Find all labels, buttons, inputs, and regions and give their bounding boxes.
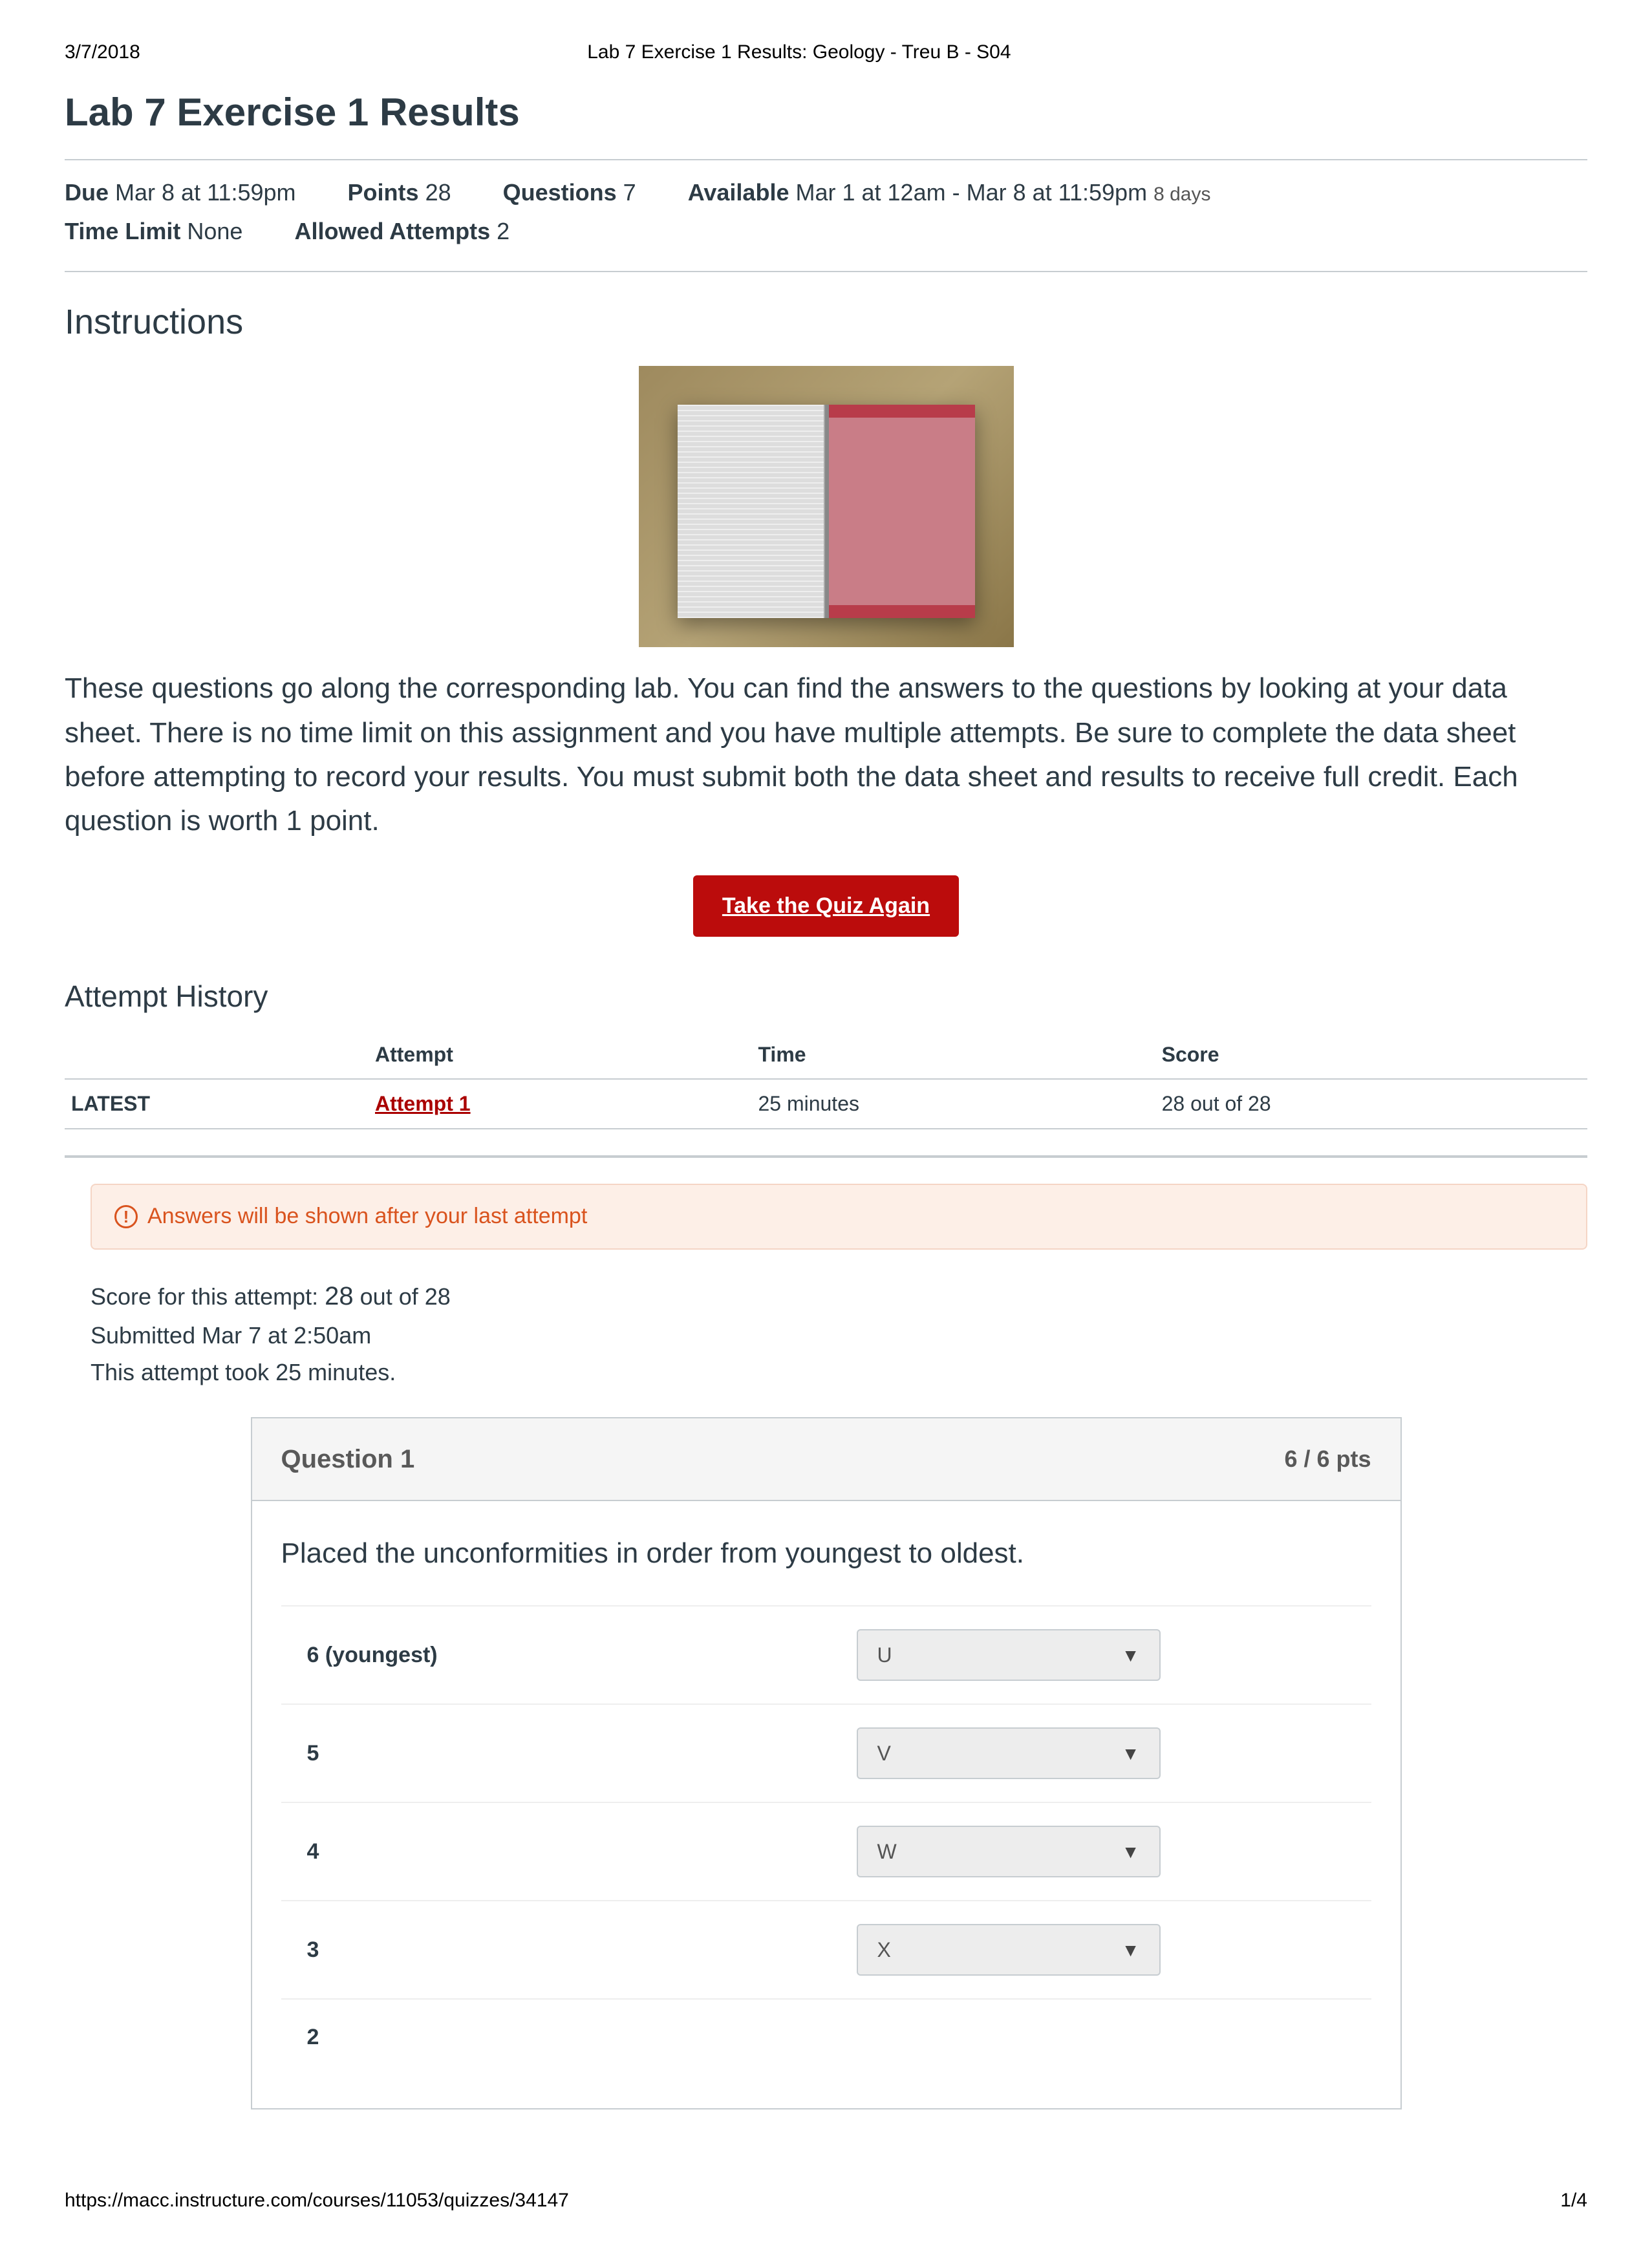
instructions-text: These questions go along the correspondi… xyxy=(65,667,1587,843)
score-block: Score for this attempt: 28 out of 28 Sub… xyxy=(91,1276,1587,1391)
attempt-history-heading: Attempt History xyxy=(65,976,1587,1017)
answer-row: 2 xyxy=(281,1998,1371,2076)
col-score: Score xyxy=(1155,1030,1587,1080)
question-header: Question 1 6 / 6 pts xyxy=(252,1418,1400,1501)
score-prefix: Score for this attempt: xyxy=(91,1283,325,1310)
answer-value: W xyxy=(877,1837,897,1866)
answer-label: 3 xyxy=(307,1935,857,1966)
answer-label: 6 (youngest) xyxy=(307,1640,857,1671)
questions-label: Questions xyxy=(503,179,617,206)
table-row: LATEST Attempt 1 25 minutes 28 out of 28 xyxy=(65,1079,1587,1129)
submitted-line: Submitted Mar 7 at 2:50am xyxy=(91,1317,1587,1354)
answer-select[interactable]: W ▼ xyxy=(857,1826,1161,1877)
attempt-time: 25 minutes xyxy=(751,1079,1155,1129)
question-title: Question 1 xyxy=(281,1441,415,1477)
instructions-heading: Instructions xyxy=(65,298,1587,347)
col-attempt: Attempt xyxy=(369,1030,751,1080)
timelimit-label: Time Limit xyxy=(65,218,180,244)
col-time: Time xyxy=(751,1030,1155,1080)
divider xyxy=(65,1155,1587,1158)
chevron-down-icon: ▼ xyxy=(1122,1741,1140,1766)
question-card: Question 1 6 / 6 pts Placed the unconfor… xyxy=(251,1417,1402,2109)
answer-label: 4 xyxy=(307,1837,857,1868)
attempt-history-table: Attempt Time Score LATEST Attempt 1 25 m… xyxy=(65,1030,1587,1130)
quiz-meta: Due Mar 8 at 11:59pm Points 28 Questions… xyxy=(65,160,1587,271)
print-title: Lab 7 Exercise 1 Results: Geology - Treu… xyxy=(140,39,1458,66)
answer-value: V xyxy=(877,1739,891,1768)
answer-select[interactable]: U ▼ xyxy=(857,1629,1161,1681)
chevron-down-icon: ▼ xyxy=(1122,1938,1140,1963)
allowed-value: 2 xyxy=(497,218,510,244)
answer-select[interactable]: V ▼ xyxy=(857,1727,1161,1779)
answer-label: 2 xyxy=(307,2022,857,2053)
alert-text: Answers will be shown after your last at… xyxy=(147,1201,587,1232)
points-label: Points xyxy=(348,179,419,206)
instructions-image xyxy=(639,366,1014,647)
footer-page: 1/4 xyxy=(1560,2187,1587,2214)
footer-url: https://macc.instructure.com/courses/110… xyxy=(65,2187,569,2214)
col-blank xyxy=(65,1030,369,1080)
due-label: Due xyxy=(65,179,109,206)
print-footer: https://macc.instructure.com/courses/110… xyxy=(65,2187,1587,2214)
questions-value: 7 xyxy=(623,179,636,206)
take-quiz-again-button[interactable]: Take the Quiz Again xyxy=(693,875,959,937)
available-label: Available xyxy=(688,179,789,206)
question-prompt: Placed the unconformities in order from … xyxy=(281,1533,1371,1574)
due-value: Mar 8 at 11:59pm xyxy=(115,179,295,206)
answer-row: 3 X ▼ xyxy=(281,1900,1371,1998)
info-icon: ! xyxy=(114,1205,138,1228)
answer-row: 4 W ▼ xyxy=(281,1802,1371,1900)
answers-alert: ! Answers will be shown after your last … xyxy=(91,1184,1587,1250)
answer-row: 5 V ▼ xyxy=(281,1703,1371,1802)
available-value: Mar 1 at 12am - Mar 8 at 11:59pm xyxy=(795,179,1147,206)
answer-label: 5 xyxy=(307,1738,857,1769)
question-body: Placed the unconformities in order from … xyxy=(252,1501,1400,2108)
chevron-down-icon: ▼ xyxy=(1122,1839,1140,1864)
duration-line: This attempt took 25 minutes. xyxy=(91,1354,1587,1391)
page-title: Lab 7 Exercise 1 Results xyxy=(65,85,1587,140)
answer-value: X xyxy=(877,1936,891,1965)
allowed-label: Allowed Attempts xyxy=(294,218,490,244)
answer-select[interactable]: X ▼ xyxy=(857,1924,1161,1976)
timelimit-value: None xyxy=(187,218,242,244)
print-date: 3/7/2018 xyxy=(65,39,140,66)
score-suffix: out of 28 xyxy=(354,1283,451,1310)
print-header: 3/7/2018 Lab 7 Exercise 1 Results: Geolo… xyxy=(65,39,1587,66)
chevron-down-icon: ▼ xyxy=(1122,1643,1140,1668)
answer-value: U xyxy=(877,1641,892,1670)
question-points: 6 / 6 pts xyxy=(1284,1443,1371,1475)
divider xyxy=(65,271,1587,272)
available-days: 8 days xyxy=(1153,184,1210,205)
attempt-link[interactable]: Attempt 1 xyxy=(375,1092,471,1115)
attempt-score: 28 out of 28 xyxy=(1155,1079,1587,1129)
answer-row: 6 (youngest) U ▼ xyxy=(281,1605,1371,1703)
points-value: 28 xyxy=(425,179,451,206)
attempt-tag: LATEST xyxy=(71,1092,150,1115)
score-bold: 28 xyxy=(325,1282,354,1310)
